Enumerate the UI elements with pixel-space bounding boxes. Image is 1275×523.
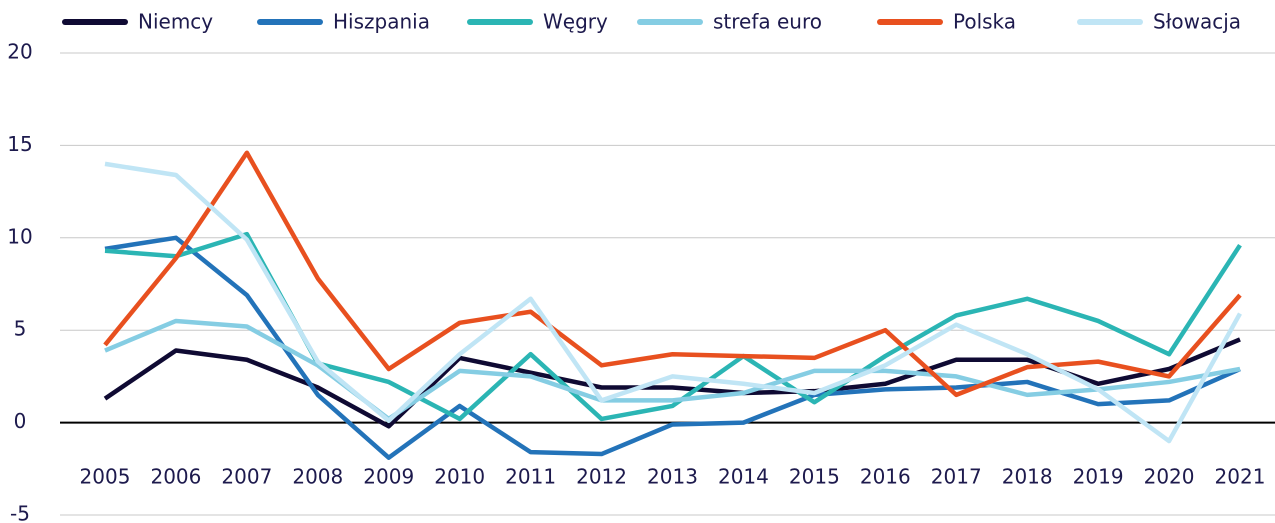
y-tick-label: 5 [14,317,27,341]
x-tick-label: 2012 [576,465,627,489]
x-tick-label: 2008 [292,465,343,489]
y-tick-label: 20 [7,40,32,64]
legend-label: Niemcy [138,10,213,34]
x-tick-label: 2018 [1002,465,1053,489]
legend-label: strefa euro [713,10,822,34]
y-tick-label: 0 [14,409,27,433]
series-line [104,318,1241,422]
x-tick-label: 2010 [434,465,485,489]
x-tick-label: 2015 [789,465,840,489]
legend-label: Hiszpania [333,10,430,34]
x-tick-label: 2020 [1144,465,1195,489]
x-tick-label: 2006 [150,465,201,489]
x-tick-label: 2016 [860,465,911,489]
x-tick-label: 2019 [1073,465,1124,489]
x-tick-label: 2017 [931,465,982,489]
x-tick-label: 2007 [221,465,272,489]
legend-label: Węgry [543,10,608,34]
y-tick-label: 10 [7,224,32,248]
x-tick-label: 2021 [1215,465,1266,489]
x-tick-label: 2005 [80,465,131,489]
series-line [104,235,1241,460]
y-tick-label: -5 [10,502,30,523]
legend-label: Słowacja [1153,10,1241,34]
x-tick-label: 2009 [363,465,414,489]
legend-label: Polska [953,10,1016,34]
x-tick-label: 2013 [647,465,698,489]
series-line [103,150,1242,398]
x-tick-label: 2014 [718,465,769,489]
series-line [104,161,1242,444]
y-tick-label: 15 [7,132,32,156]
x-tick-label: 2011 [505,465,556,489]
